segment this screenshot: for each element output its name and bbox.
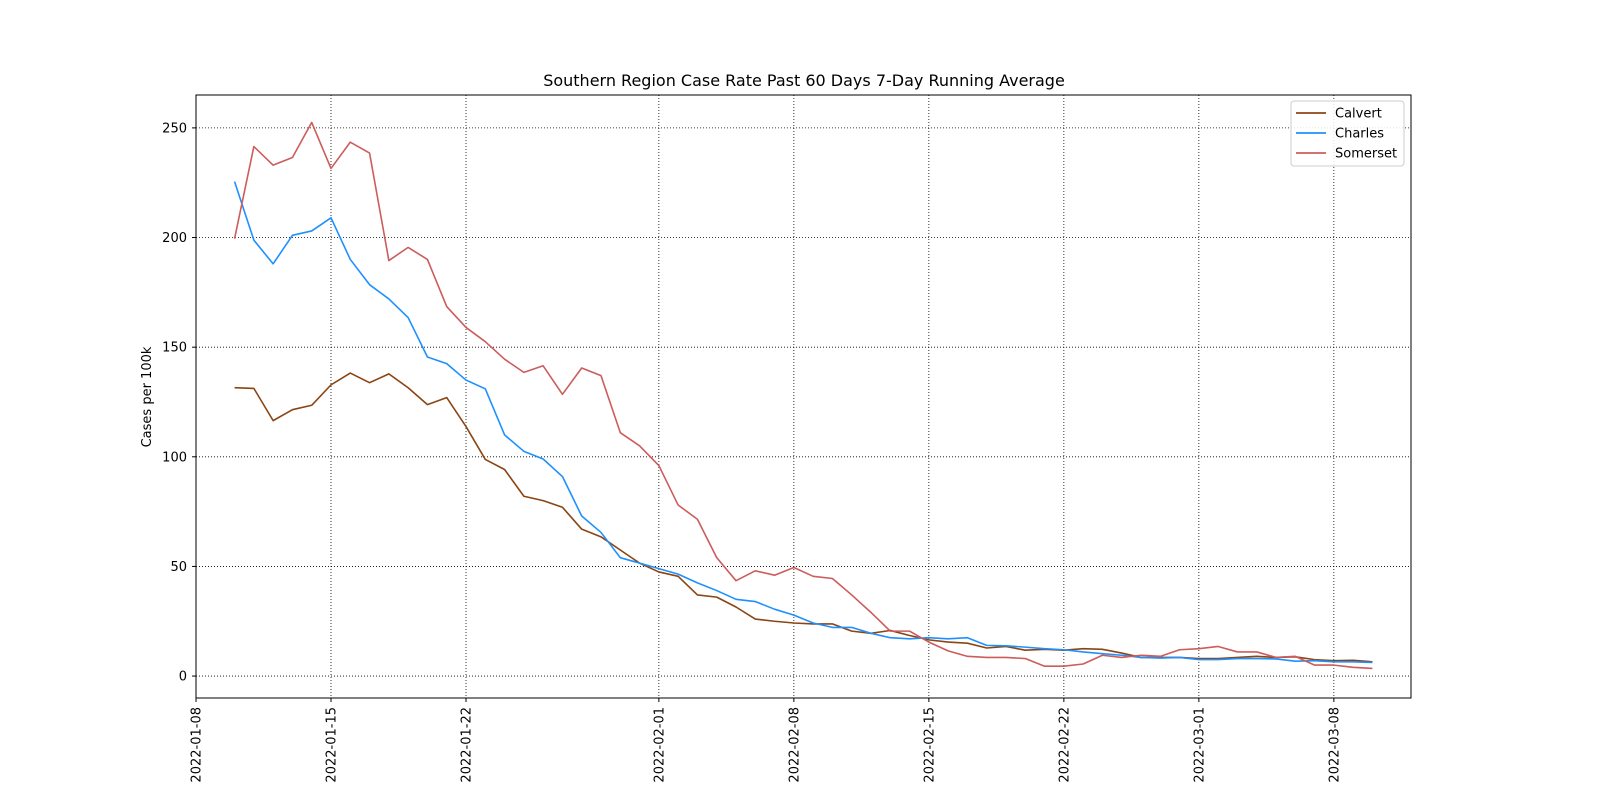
x-axis: 2022-01-08 2022-01-15 2022-01-22 2022-02-01… xyxy=(190,698,1342,783)
legend: Calvert Charles Somerset xyxy=(1290,100,1405,167)
y-tick-label: 0 xyxy=(179,670,187,685)
y-tick-label: 100 xyxy=(162,450,187,465)
y-tick-label: 150 xyxy=(162,341,187,356)
x-tick-label: 2022-02-01 xyxy=(652,707,667,783)
series-line-charles xyxy=(233,181,1373,664)
y-tick-label: 50 xyxy=(170,560,187,575)
x-tick-label: 2022-02-22 xyxy=(1057,707,1072,783)
legend-box xyxy=(1290,100,1405,167)
series-lines xyxy=(233,121,1373,670)
legend-label: Calvert xyxy=(1335,107,1382,122)
grid xyxy=(195,95,1411,698)
x-tick-label: 2022-01-15 xyxy=(325,707,340,783)
y-axis-label: Cases per 100k xyxy=(140,346,155,447)
legend-label: Somerset xyxy=(1335,147,1397,162)
legend-label: Charles xyxy=(1335,127,1384,142)
chart-title: Southern Region Case Rate Past 60 Days 7… xyxy=(543,71,1065,90)
x-tick-label: 2022-03-08 xyxy=(1327,707,1342,783)
x-tick-label: 2022-02-08 xyxy=(787,707,802,783)
x-tick-label: 2022-03-01 xyxy=(1192,707,1207,783)
series-line-somerset xyxy=(233,121,1373,670)
y-tick-label: 250 xyxy=(162,121,187,136)
x-tick-label: 2022-01-08 xyxy=(190,707,205,783)
y-axis: 0 50 100 150 200 250 xyxy=(162,121,196,685)
x-tick-label: 2022-02-15 xyxy=(922,707,937,783)
y-tick-label: 200 xyxy=(162,231,187,246)
x-tick-label: 2022-01-22 xyxy=(460,707,475,783)
plot-area-frame xyxy=(195,94,1412,699)
